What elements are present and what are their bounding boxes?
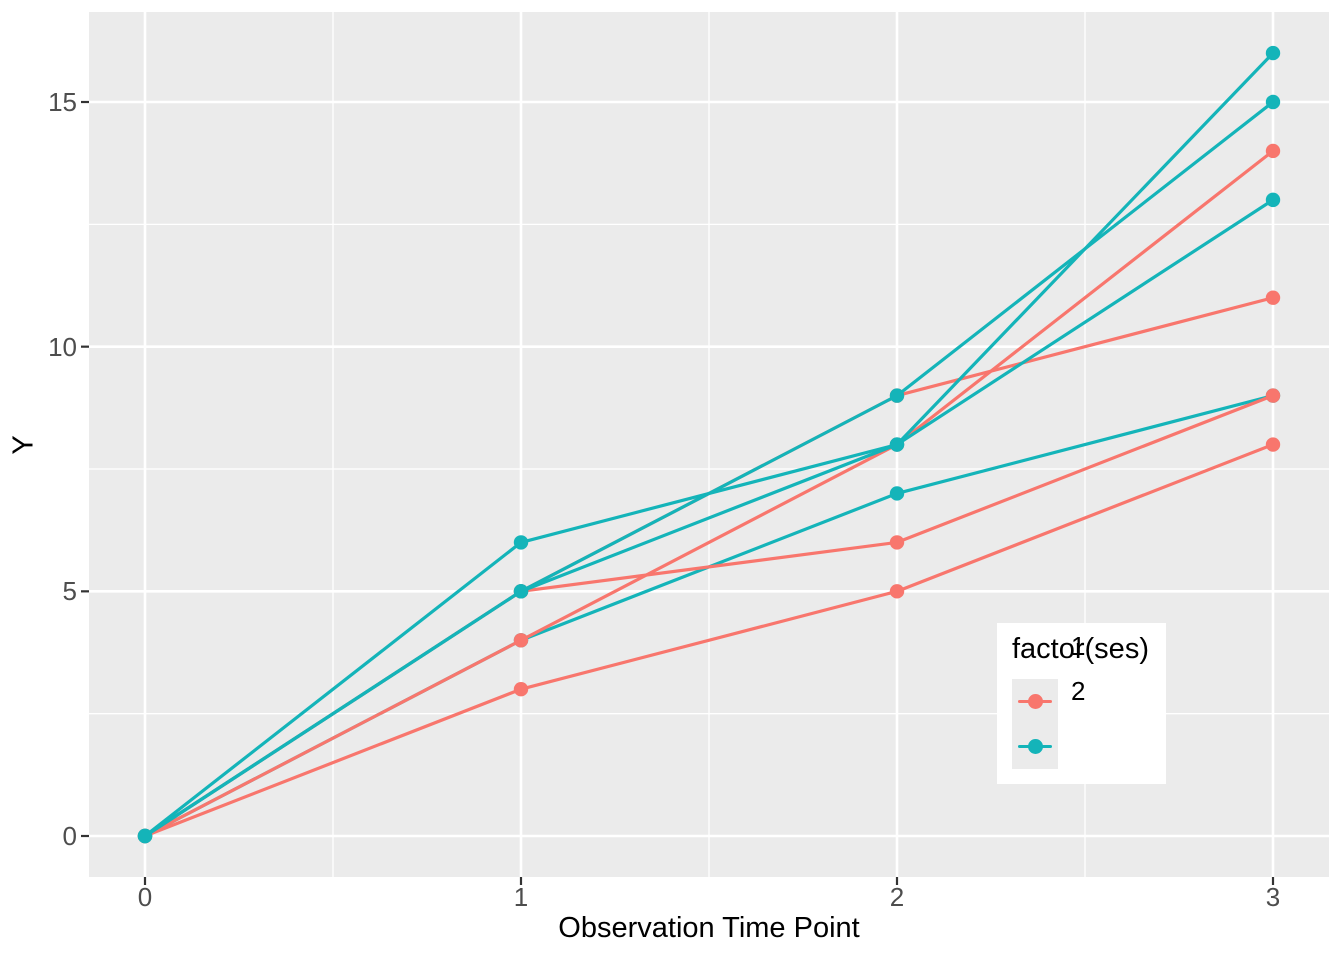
data-point-subject-r4-t3 <box>1265 290 1281 305</box>
y-tick-label-5: 5 <box>62 576 77 607</box>
data-point-subject-t2-t2 <box>889 437 905 452</box>
y-tick-label-0: 0 <box>62 821 77 851</box>
data-point-subject-t2-t1 <box>513 535 529 550</box>
data-point-subject-r2-t3 <box>1265 388 1281 403</box>
trajectory-line-subject-t3 <box>143 100 1275 838</box>
data-point-subject-r3-t1 <box>513 633 529 648</box>
legend-key-dot-icon <box>1027 694 1043 709</box>
legend-item-label-1: 1 <box>1071 631 1086 661</box>
data-point-subject-t1-t3 <box>1265 45 1281 61</box>
data-point-subject-t3-t0 <box>137 828 153 844</box>
y-tick-label-10: 10 <box>48 331 77 362</box>
trajectory-line-subject-r3 <box>143 149 1275 838</box>
data-point-subject-t3-t3 <box>1265 94 1281 110</box>
x-axis-title: Observation Time Point <box>558 912 860 944</box>
data-point-subject-t3-t2 <box>889 388 905 403</box>
x-tick-label-1: 1 <box>513 882 529 912</box>
x-tick-label-2: 2 <box>889 882 905 912</box>
data-point-subject-r1-t2 <box>889 584 905 599</box>
y-tick-label-15: 15 <box>48 87 77 117</box>
legend-item-label-2: 2 <box>1071 676 1086 706</box>
legend-title: factor(ses) <box>1012 633 1149 665</box>
data-point-subject-r1-t3 <box>1265 437 1281 452</box>
data-point-subject-r2-t2 <box>889 535 905 550</box>
legend-keys <box>1012 679 1058 769</box>
y-axis-title: Y <box>7 435 40 455</box>
legend: factor(ses) 1 2 <box>997 623 1166 784</box>
data-point-subject-r3-t3 <box>1265 143 1281 159</box>
legend-key-2 <box>1012 724 1058 769</box>
data-point-subject-t2-t3 <box>1265 192 1281 208</box>
data-point-subject-t4-t2 <box>889 486 905 501</box>
data-point-subject-r1-t1 <box>513 682 529 697</box>
data-point-subject-t3-t1 <box>513 584 529 599</box>
x-tick-label-0: 0 <box>137 882 153 912</box>
legend-key-1 <box>1012 679 1058 724</box>
x-tick-label-3: 3 <box>1265 882 1281 912</box>
legend-key-dot-icon <box>1027 739 1043 754</box>
trajectory-line-subject-r1 <box>143 442 1275 838</box>
